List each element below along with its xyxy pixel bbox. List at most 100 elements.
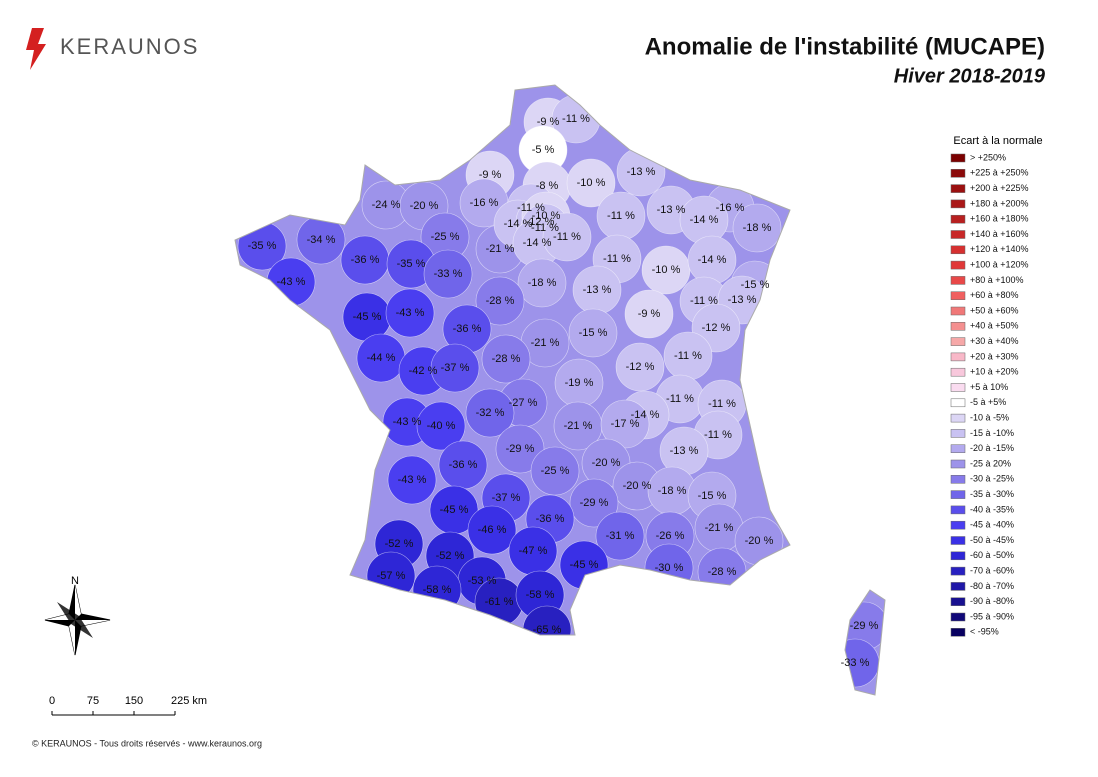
department-label: -14 % [690,214,719,226]
department-area [624,289,674,339]
legend: > +250% +225 à +250% +200 à +225% +180 à +2… [950,152,1029,637]
department-label: -53 % [468,575,497,587]
legend-swatch [950,153,966,163]
legend-swatch [950,260,966,270]
legend-label: +50 à +60% [970,305,1019,315]
department-label: -45 % [440,504,469,516]
legend-swatch [950,184,966,193]
legend-swatch [950,383,966,392]
legend-label: -70 à -60% [970,565,1014,575]
legend-label: +100 à +120% [970,259,1029,269]
department-label: -65 % [533,624,562,636]
legend-swatch [950,536,966,545]
scale-label: 150 [125,695,143,707]
legend-swatch [950,459,966,469]
legend-label: +10 à +20% [970,367,1019,377]
department-label: -11 % [704,429,732,441]
department-area [475,276,525,326]
department-label: -21 % [531,337,560,349]
legend-swatch [950,429,966,438]
legend-swatch [950,276,966,285]
legend-label: -35 à -30% [970,489,1014,499]
department-label: -44 % [367,352,396,364]
compass-rose [44,584,111,656]
department-label: -27 % [509,397,538,409]
department-label: -33 % [841,657,870,669]
department-label: -10 % [532,210,561,222]
department-label: -18 % [743,222,772,234]
department-label: -14 % [698,254,727,266]
department-label: -11 % [562,113,590,125]
legend-swatch [950,520,966,530]
compass-north: N [71,575,79,587]
legend-label: +80 à +100% [970,275,1024,285]
department-label: -11 % [517,202,545,214]
department-label: -16 % [470,197,499,209]
department-label: -40 % [427,420,456,432]
legend-label: -40 à -35% [970,504,1014,514]
department-label: -52 % [436,550,465,562]
legend-label: +200 à +225% [970,183,1029,193]
legend-label: -45 à -40% [970,520,1014,530]
department-label: -13 % [728,294,757,306]
department-label: -36 % [536,513,565,525]
department-area [385,288,435,338]
department-area [430,343,480,393]
legend-swatch [950,214,966,224]
legend-swatch [950,367,966,377]
legend-swatch [950,169,966,178]
department-labels: -9 % -11 %-5 %-9 %-8 % -10 %-13 %-24 % -20 … [248,113,879,669]
department-area [481,334,531,384]
legend-swatch [950,245,966,255]
legend-label: -25 à 20% [970,458,1011,468]
legend-label: < -95% [970,627,999,637]
legend-label: +140 à +160% [970,229,1029,239]
legend-swatch [950,322,966,331]
department-label: -14 % [523,237,552,249]
subtitle: Hiver 2018-2019 [894,65,1046,87]
department-label: -35 % [248,240,277,252]
legend-label: -60 à -50% [970,550,1014,560]
department-label: -14 % [631,409,660,421]
department-label: -11 % [666,393,694,405]
brand: KERAUNOS [60,34,199,59]
legend-title: Ecart à la normale [953,135,1042,147]
department-label: -15 % [579,327,608,339]
department-label: -34 % [307,234,336,246]
department-label: -9 % [479,169,502,181]
legend-swatch [950,352,966,362]
department-area [595,511,645,561]
department-area [542,212,592,262]
department-label: -28 % [486,295,515,307]
legend-label: -20 à -15% [970,443,1014,453]
department-label: -21 % [705,522,734,534]
department-label: -8 % [536,180,559,192]
legend-label: +5 à 10% [970,382,1008,392]
department-label: -46 % [478,524,507,536]
department-area [568,308,618,358]
legend-swatch [950,628,966,637]
legend-swatch [950,306,966,316]
legend-label: +225 à +250% [970,168,1029,178]
department-label: -20 % [410,200,439,212]
legend-label: +30 à +40% [970,336,1019,346]
department-label: -20 % [745,535,774,547]
department-label: -35 % [397,258,426,270]
department-area [416,401,466,451]
department-label: -13 % [657,204,686,216]
department-label: -10 % [652,264,681,276]
department-label: -36 % [453,323,482,335]
department-label: -20 % [592,457,621,469]
legend-label: +60 à +80% [970,290,1019,300]
legend-swatch [950,337,966,346]
department-label: -11 % [674,350,702,362]
department-label: -58 % [423,584,452,596]
department-label: -11 % [607,210,635,222]
legend-swatch [950,551,966,561]
department-label: -12 % [626,361,655,373]
department-label: -43 % [396,307,425,319]
department-label: -33 % [434,268,463,280]
department-label: -5 % [532,144,555,156]
legend-swatch [950,582,966,591]
department-area [465,388,515,438]
